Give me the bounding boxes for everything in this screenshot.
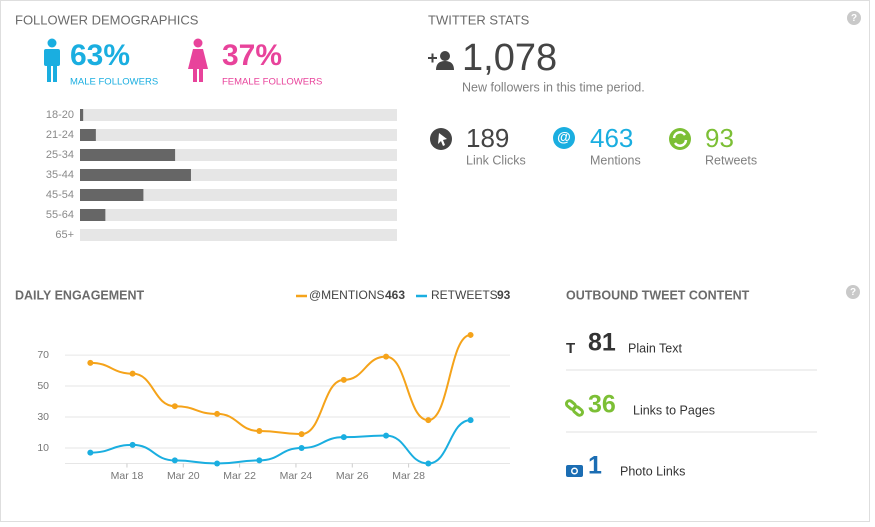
data-point: [340, 376, 347, 383]
item-label: Plain Text: [628, 341, 682, 355]
female-label: FEMALE FOLLOWERS: [222, 77, 322, 88]
data-point: [87, 449, 94, 456]
bar-track: [80, 129, 397, 141]
bar-track: [80, 229, 397, 241]
text-icon: T: [566, 340, 575, 357]
item-value: 1: [588, 452, 602, 480]
data-point: [214, 410, 221, 417]
retweet-icon: [669, 128, 691, 150]
item-label: Photo Links: [620, 464, 685, 478]
stat-label: Mentions: [590, 153, 641, 167]
help-icon[interactable]: ?: [846, 285, 860, 299]
stat-label: Retweets: [705, 153, 757, 167]
legend-value: 93: [497, 288, 511, 302]
age-label: 55-64: [46, 209, 74, 221]
section-title: OUTBOUND TWEET CONTENT: [566, 288, 750, 302]
age-label: 25-34: [46, 149, 74, 161]
data-point: [425, 417, 432, 424]
bar: [80, 129, 96, 141]
bar: [80, 109, 84, 121]
data-point: [298, 445, 305, 452]
item-value: 81: [588, 329, 616, 357]
age-label: 18-20: [46, 109, 74, 121]
camera-icon: [566, 465, 583, 477]
bar: [80, 189, 144, 201]
legend-label: RETWEETS: [431, 288, 498, 302]
legend-label: @MENTIONS: [309, 288, 385, 302]
age-label: 21-24: [46, 129, 74, 141]
age-label: 65+: [55, 229, 74, 241]
stat-value: 189: [466, 123, 509, 153]
chart-title: DAILY ENGAGEMENT: [15, 288, 145, 302]
data-point: [298, 431, 305, 438]
data-point: [425, 460, 432, 467]
y-tick-label: 50: [37, 380, 49, 392]
male-percent: 63%: [70, 39, 130, 72]
data-point: [383, 432, 390, 439]
data-point: [129, 441, 136, 448]
mention-icon: @: [553, 127, 575, 149]
help-text: ?: [851, 13, 857, 24]
data-point: [214, 460, 221, 467]
follower-icon: [428, 51, 454, 70]
new-followers-value: 1,078: [462, 37, 557, 79]
item-label: Links to Pages: [633, 403, 715, 417]
y-tick-label: 30: [37, 411, 49, 423]
x-tick-label: Mar 18: [111, 470, 144, 482]
age-label: 45-54: [46, 189, 74, 201]
female-icon: [188, 38, 208, 82]
y-tick-label: 70: [37, 349, 49, 361]
data-point: [340, 434, 347, 441]
y-tick-label: 10: [37, 442, 49, 454]
series-line: [90, 419, 471, 465]
bar-track: [80, 109, 397, 121]
new-followers-caption: New followers in this time period.: [462, 80, 645, 94]
bar-track: [80, 189, 397, 201]
svg-text:@: @: [557, 129, 571, 145]
data-point: [383, 353, 390, 360]
female-percent: 37%: [222, 39, 282, 72]
item-value: 36: [588, 391, 616, 419]
section-title: FOLLOWER DEMOGRAPHICS: [15, 12, 199, 27]
link-icon: [430, 128, 452, 150]
stat-value: 93: [705, 123, 734, 153]
x-tick-label: Mar 24: [280, 470, 313, 482]
data-point: [467, 331, 474, 338]
data-point: [171, 457, 178, 464]
x-tick-label: Mar 20: [167, 470, 200, 482]
age-label: 35-44: [46, 169, 74, 181]
bar-track: [80, 209, 397, 221]
link-pages-icon: [564, 399, 585, 417]
data-point: [87, 359, 94, 366]
bar: [80, 149, 176, 161]
x-tick-label: Mar 26: [336, 470, 369, 482]
stat-value: 463: [590, 123, 633, 153]
bar: [80, 169, 191, 181]
section-title: TWITTER STATS: [428, 12, 530, 27]
data-point: [129, 370, 136, 377]
male-icon: [44, 38, 60, 82]
data-point: [256, 427, 263, 434]
help-icon[interactable]: ?: [847, 11, 861, 25]
data-point: [256, 457, 263, 464]
legend-value: 463: [385, 288, 405, 302]
male-label: MALE FOLLOWERS: [70, 77, 158, 88]
x-tick-label: Mar 28: [392, 470, 425, 482]
bar: [80, 209, 106, 221]
help-text: ?: [850, 287, 856, 298]
stat-label: Link Clicks: [466, 153, 526, 167]
x-tick-label: Mar 22: [223, 470, 256, 482]
data-point: [467, 417, 474, 424]
data-point: [171, 403, 178, 410]
